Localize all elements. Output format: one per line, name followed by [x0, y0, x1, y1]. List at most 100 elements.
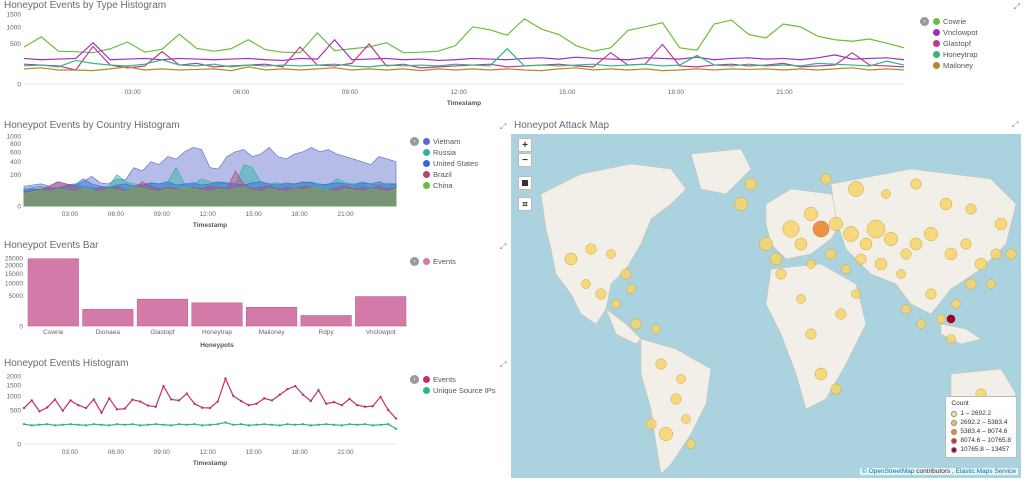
attack-point[interactable] — [944, 247, 958, 261]
legend-item[interactable]: Vnclowpot — [920, 27, 978, 38]
legend-item[interactable]: › Cowrie — [920, 16, 978, 27]
attack-point[interactable] — [965, 203, 977, 215]
attack-point[interactable] — [994, 217, 1008, 231]
attack-point[interactable] — [859, 237, 873, 251]
bar-cowrie[interactable] — [27, 258, 79, 327]
attack-point[interactable] — [946, 334, 956, 344]
expand-icon[interactable]: ⤢ — [500, 242, 507, 251]
bar-rdpy[interactable] — [300, 315, 352, 327]
attack-point[interactable] — [626, 284, 636, 294]
attack-point[interactable] — [835, 308, 847, 320]
attack-point[interactable] — [974, 257, 988, 271]
attack-point[interactable] — [829, 217, 843, 231]
attack-point[interactable] — [585, 243, 597, 255]
expand-icon[interactable]: ⤢ — [500, 360, 507, 369]
attack-point[interactable] — [901, 304, 911, 314]
legend-item[interactable]: › Events — [410, 374, 496, 385]
attack-point[interactable] — [769, 252, 783, 266]
bar-honeytrap[interactable] — [191, 302, 243, 327]
attack-point[interactable] — [686, 439, 696, 449]
legend-item[interactable]: Mailoney — [920, 60, 978, 71]
attack-point[interactable] — [990, 248, 1002, 260]
legend-item[interactable]: Glastopf — [920, 38, 978, 49]
attack-point[interactable] — [925, 288, 937, 300]
attack-point[interactable] — [851, 289, 861, 299]
attack-point[interactable] — [681, 414, 691, 424]
attack-point[interactable] — [896, 269, 906, 279]
attack-point[interactable] — [806, 259, 816, 269]
attack-point[interactable] — [734, 197, 748, 211]
attack-point[interactable] — [884, 232, 898, 246]
attack-point[interactable] — [910, 178, 922, 190]
attack-point[interactable] — [655, 358, 667, 370]
attack-point[interactable] — [881, 189, 891, 199]
attack-point[interactable] — [804, 207, 818, 221]
legend-toggle-icon[interactable]: › — [410, 137, 419, 146]
attack-point[interactable] — [936, 314, 946, 324]
attack-point[interactable] — [775, 268, 787, 280]
attack-point[interactable] — [744, 177, 758, 191]
bar-mailoney[interactable] — [246, 307, 298, 327]
attack-point[interactable] — [796, 294, 806, 304]
legend-item[interactable]: Brazil — [410, 169, 478, 180]
osm-link[interactable]: © OpenStreetMap — [862, 468, 915, 475]
attack-point[interactable] — [676, 374, 686, 384]
attack-point[interactable] — [830, 383, 842, 395]
legend-item[interactable]: United States — [410, 158, 478, 169]
attack-point[interactable] — [581, 279, 591, 289]
attack-point[interactable] — [651, 324, 661, 334]
attack-point[interactable] — [965, 278, 977, 290]
attack-point[interactable] — [611, 299, 621, 309]
attack-point[interactable] — [909, 237, 923, 251]
attack-point[interactable] — [630, 318, 642, 330]
legend-item[interactable]: Honeytrap — [920, 49, 978, 60]
attack-point[interactable] — [843, 226, 859, 242]
attack-point[interactable] — [659, 427, 673, 441]
attack-point[interactable] — [848, 181, 864, 197]
bar-dionaea[interactable] — [82, 309, 134, 327]
attack-point[interactable] — [805, 328, 817, 340]
attack-map[interactable]: + − ⌗ Count 1 – 2692.2 2692.2 – 5383.4 538… — [511, 134, 1021, 478]
attack-point[interactable] — [620, 268, 632, 280]
bar-glastopf[interactable] — [136, 298, 188, 327]
attack-point-max[interactable] — [946, 314, 956, 324]
ems-link[interactable]: Elastic Maps Service — [955, 468, 1016, 475]
attack-point[interactable] — [924, 227, 938, 241]
legend-item[interactable]: › Events — [410, 256, 456, 267]
expand-icon[interactable]: ⤢ — [1013, 2, 1020, 11]
attack-point[interactable] — [855, 253, 867, 265]
zoom-in-button[interactable]: + — [518, 138, 532, 152]
expand-icon[interactable]: ⤢ — [500, 122, 507, 131]
legend-toggle-icon[interactable]: › — [410, 375, 419, 384]
attack-point[interactable] — [951, 299, 961, 309]
attack-point[interactable] — [759, 237, 773, 251]
attack-point[interactable] — [606, 249, 616, 259]
attack-point[interactable] — [916, 319, 926, 329]
attack-point[interactable] — [820, 173, 832, 185]
attack-point[interactable] — [825, 248, 837, 260]
attack-point[interactable] — [782, 220, 800, 238]
attack-point[interactable] — [866, 219, 886, 239]
bar-vnclowpot[interactable] — [355, 296, 407, 327]
legend-item[interactable]: Unique Source IPs — [410, 385, 496, 396]
attack-point[interactable] — [900, 248, 912, 260]
legend-toggle-icon[interactable]: › — [920, 17, 929, 26]
attack-point[interactable] — [814, 367, 828, 381]
attack-point[interactable] — [595, 288, 607, 300]
attack-point[interactable] — [960, 238, 972, 250]
attack-point[interactable] — [874, 257, 888, 271]
attack-point[interactable] — [645, 418, 657, 430]
attack-point[interactable] — [564, 252, 578, 266]
attack-point-high[interactable] — [812, 220, 830, 238]
legend-item[interactable]: China — [410, 180, 478, 191]
legend-item[interactable]: Russia — [410, 147, 478, 158]
attack-point[interactable] — [670, 393, 682, 405]
crop-button[interactable]: ⌗ — [518, 197, 532, 211]
expand-icon[interactable]: ⤢ — [1012, 120, 1019, 129]
attack-point[interactable] — [1005, 248, 1017, 260]
legend-item[interactable]: › Vietnam — [410, 136, 478, 147]
draw-rectangle-button[interactable] — [518, 176, 532, 190]
attack-point[interactable] — [794, 237, 808, 251]
zoom-out-button[interactable]: − — [518, 153, 532, 167]
legend-toggle-icon[interactable]: › — [410, 257, 419, 266]
